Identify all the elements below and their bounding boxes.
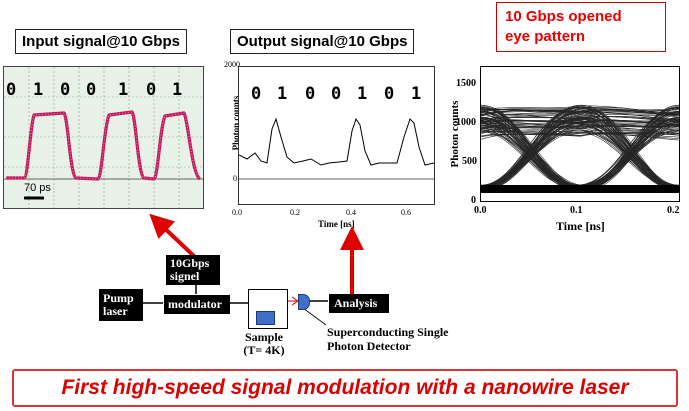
eye-trace bbox=[481, 130, 679, 135]
eye-x-tick: 0.1 bbox=[570, 205, 583, 216]
eye-x-tick: 0.2 bbox=[667, 205, 680, 216]
sample-label: Sample (T= 4K) bbox=[238, 331, 290, 357]
output-x-tick: 0.4 bbox=[346, 208, 356, 217]
eye-trace bbox=[481, 116, 679, 122]
pump-line2: laser bbox=[103, 304, 128, 318]
output-trace bbox=[239, 117, 434, 166]
eye-trace bbox=[481, 115, 679, 122]
input-trace bbox=[6, 110, 202, 181]
eye-trace bbox=[481, 132, 679, 140]
eye-title-line1: 10 Gbps opened bbox=[505, 8, 622, 25]
signal-label-line2: signel bbox=[170, 269, 200, 283]
sample-chip bbox=[256, 311, 275, 325]
eye-y-axis-label: Photon counts bbox=[449, 100, 461, 168]
eye-trace bbox=[481, 112, 679, 188]
output-bit: 0 bbox=[305, 84, 316, 104]
eye-trace bbox=[481, 125, 679, 190]
sample-line2: (T= 4K) bbox=[243, 343, 285, 357]
eye-y-tick: 1000 bbox=[456, 117, 476, 128]
output-bit: 0 bbox=[331, 84, 342, 104]
eye-trace bbox=[481, 131, 679, 188]
eye-trace bbox=[481, 113, 679, 121]
signal-label-box: 10Gbps signel bbox=[166, 255, 220, 285]
signal-label-line1: 10Gbps bbox=[170, 256, 210, 270]
eye-title-line2: eye pattern bbox=[505, 28, 586, 45]
detector-line2: Photon Detector bbox=[327, 339, 411, 353]
detector-label: Superconducting Single Photon Detector bbox=[327, 325, 448, 353]
input-bit: 0 bbox=[146, 80, 157, 100]
eye-y-tick: 500 bbox=[462, 156, 477, 167]
eye-trace bbox=[481, 111, 679, 190]
output-bit: 1 bbox=[277, 84, 288, 104]
output-x-tick: 0.2 bbox=[290, 208, 300, 217]
pump-laser-box: Pump laser bbox=[99, 289, 143, 321]
output-plot-frame: 0 1 0 0 1 0 1 bbox=[238, 66, 435, 205]
output-y-tick: 0 bbox=[233, 174, 237, 183]
modulator-box: modulator bbox=[164, 295, 230, 314]
output-signal-title: Output signal@10 Gbps bbox=[230, 29, 415, 54]
input-bit: 1 bbox=[118, 80, 129, 100]
eye-trace bbox=[481, 114, 679, 187]
input-bit: 0 bbox=[86, 80, 97, 100]
input-bit: 0 bbox=[6, 80, 17, 100]
output-x-axis-label: Time [ns] bbox=[318, 219, 355, 229]
output-bit: 1 bbox=[411, 84, 422, 104]
eye-x-axis-label: Time [ns] bbox=[556, 219, 605, 233]
eye-y-tick: 1500 bbox=[456, 78, 476, 89]
eye-plot-frame bbox=[480, 66, 680, 202]
output-x-tick: 0.0 bbox=[232, 208, 242, 217]
eye-trace bbox=[481, 106, 679, 115]
pump-line1: Pump bbox=[103, 291, 134, 305]
eye-y-tick: 0 bbox=[471, 195, 476, 206]
input-scope-panel: 0 1 0 0 1 0 1 70 ps bbox=[3, 66, 204, 209]
input-scale-label: 70 ps bbox=[24, 182, 51, 194]
detector-icon bbox=[298, 294, 310, 310]
output-bit: 1 bbox=[357, 84, 368, 104]
output-x-tick: 0.6 bbox=[401, 208, 411, 217]
output-plot bbox=[239, 117, 434, 180]
eye-pattern-title: 10 Gbps opened eye pattern bbox=[496, 2, 666, 52]
eye-trace bbox=[481, 107, 679, 187]
input-bit: 1 bbox=[172, 80, 183, 100]
input-bit: 0 bbox=[60, 80, 71, 100]
output-bit: 0 bbox=[384, 84, 395, 104]
input-scope-plot bbox=[4, 67, 203, 208]
output-y-tick: 2000 bbox=[224, 60, 240, 69]
output-bit: 0 bbox=[251, 84, 262, 104]
input-signal-title: Input signal@10 Gbps bbox=[15, 29, 187, 54]
analysis-box: Analysis bbox=[329, 294, 389, 313]
caption-banner: First high-speed signal modulation with … bbox=[12, 369, 678, 407]
eye-trace bbox=[481, 129, 679, 191]
sample-line1: Sample bbox=[244, 330, 283, 344]
detector-line1: Superconducting Single bbox=[327, 325, 449, 339]
eye-trace bbox=[481, 108, 679, 113]
input-arrow bbox=[149, 213, 198, 260]
eye-x-tick: 0.0 bbox=[474, 205, 487, 216]
eye-plot bbox=[481, 104, 679, 193]
eye-trace bbox=[481, 129, 679, 186]
eye-trace bbox=[481, 110, 679, 118]
input-bit: 1 bbox=[33, 80, 44, 100]
